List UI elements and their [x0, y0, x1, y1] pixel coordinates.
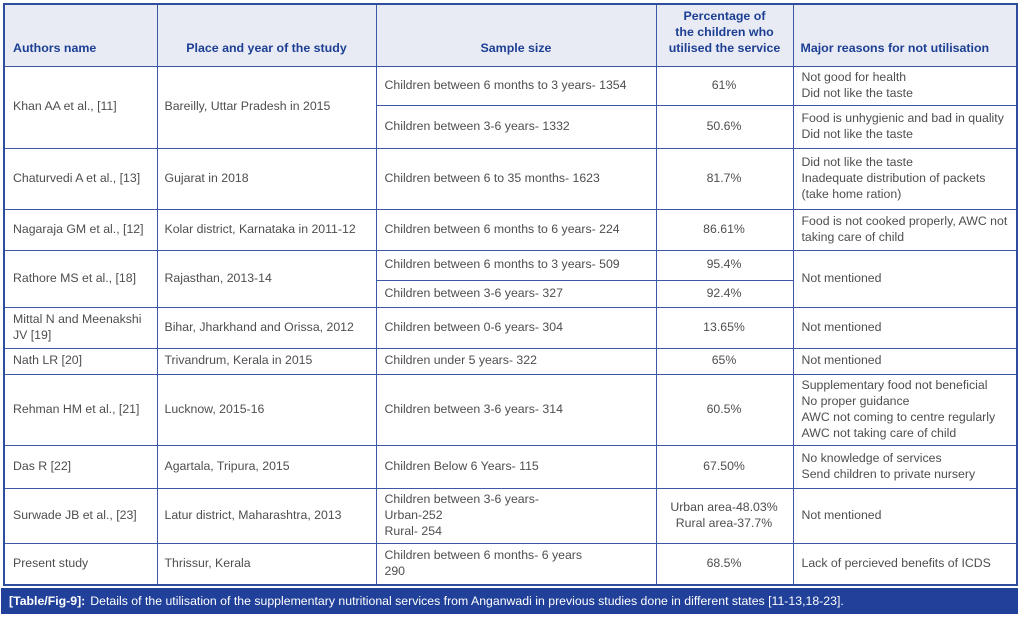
cell-place: Gujarat in 2018	[156, 147, 377, 210]
cell-authors: Khan AA et al., [11]	[3, 65, 158, 149]
table-row: Nagaraja GM et al., [12] Kolar district, …	[3, 208, 1018, 251]
table-row: Chaturvedi A et al., [13] Gujarat in 2018…	[3, 147, 1018, 210]
cell-sample: Children between 3-6 years- Urban-252 Ru…	[375, 487, 657, 544]
cell-place: Bihar, Jharkhand and Orissa, 2012	[156, 306, 377, 349]
cell-percentage: Urban area-48.03% Rural area-37.7%	[655, 487, 794, 544]
column-header-place: Place and year of the study	[156, 3, 377, 67]
cell-sample: Children between 6 months to 3 years- 13…	[375, 65, 657, 106]
cell-percentage: 65%	[655, 347, 794, 375]
cell-place: Bareilly, Uttar Pradesh in 2015	[156, 65, 377, 149]
cell-sample: Children between 3-6 years- 314	[375, 373, 657, 446]
cell-sample: Children between 6 months to 3 years- 50…	[375, 249, 657, 281]
cell-authors: Rehman HM et al., [21]	[3, 373, 158, 446]
cell-place: Lucknow, 2015-16	[156, 373, 377, 446]
cell-place: Thrissur, Kerala	[156, 542, 377, 586]
cell-percentage: 67.50%	[655, 444, 794, 489]
cell-reasons: Lack of percieved benefits of ICDS	[792, 542, 1018, 586]
cell-sample: Children under 5 years- 322	[375, 347, 657, 375]
cell-sample: Children Below 6 Years- 115	[375, 444, 657, 489]
table-row: Mittal N and Meenakshi JV [19] Bihar, Jha…	[3, 306, 1018, 349]
cell-sample: Children between 6 to 35 months- 1623	[375, 147, 657, 210]
cell-reasons: Food is not cooked properly, AWC not tak…	[792, 208, 1018, 251]
cell-reasons: Not good for health Did not like the tas…	[792, 65, 1018, 106]
cell-reasons: No knowledge of services Send children t…	[792, 444, 1018, 489]
caption-label: [Table/Fig-9]:	[9, 594, 86, 608]
cell-reasons: Not mentioned	[792, 249, 1018, 308]
cell-percentage: 92.4%	[655, 279, 794, 308]
table-header: Authors name Place and year of the study S…	[3, 3, 1018, 67]
cell-sample: Children between 6 months- 6 years 290	[375, 542, 657, 586]
column-header-percentage: Percentage of the children who utilised …	[655, 3, 794, 67]
cell-place: Latur district, Maharashtra, 2013	[156, 487, 377, 544]
cell-percentage: 86.61%	[655, 208, 794, 251]
cell-place: Agartala, Tripura, 2015	[156, 444, 377, 489]
cell-reasons: Not mentioned	[792, 487, 1018, 544]
table-row: Das R [22] Agartala, Tripura, 2015 Childre…	[3, 444, 1018, 489]
cell-sample: Children between 0-6 years- 304	[375, 306, 657, 349]
cell-percentage: 68.5%	[655, 542, 794, 586]
cell-reasons: Not mentioned	[792, 347, 1018, 375]
cell-sample: Children between 3-6 years- 327	[375, 279, 657, 308]
cell-reasons: Food is unhygienic and bad in quality Di…	[792, 104, 1018, 149]
cell-authors: Surwade JB et al., [23]	[3, 487, 158, 544]
cell-place: Trivandrum, Kerala in 2015	[156, 347, 377, 375]
cell-percentage: 13.65%	[655, 306, 794, 349]
cell-reasons: Not mentioned	[792, 306, 1018, 349]
table-row: Children between 3-6 years- 1332 50.6% Foo…	[4, 104, 1018, 149]
column-header-authors: Authors name	[3, 3, 158, 67]
cell-percentage: 95.4%	[655, 249, 794, 281]
table-row: Surwade JB et al., [23] Latur district, M…	[3, 487, 1018, 544]
table-row: Rathore MS et al., [18] Rajasthan, 2013-1…	[3, 249, 1018, 308]
cell-percentage: 50.6%	[655, 104, 794, 149]
cell-authors: Rathore MS et al., [18]	[3, 249, 158, 308]
cell-reasons: Supplementary food not beneficial No pro…	[792, 373, 1018, 446]
table-row: Nath LR [20] Trivandrum, Kerala in 2015 Ch…	[3, 347, 1018, 375]
cell-authors: Nath LR [20]	[3, 347, 158, 375]
cell-authors: Mittal N and Meenakshi JV [19]	[3, 306, 158, 349]
studies-table: Authors name Place and year of the study S…	[3, 3, 1018, 587]
table-row: Present study Thrissur, Kerala Children be…	[3, 542, 1018, 586]
cell-percentage: 60.5%	[655, 373, 794, 446]
table-row: Children between 3-6 years- 327 92.4%	[4, 279, 1017, 308]
table-row: Rehman HM et al., [21] Lucknow, 2015-16 Ch…	[3, 373, 1018, 446]
column-header-reasons: Major reasons for not utilisation	[792, 3, 1018, 67]
cell-authors: Das R [22]	[3, 444, 158, 489]
cell-reasons: Did not like the taste Inadequate distri…	[792, 147, 1018, 210]
cell-place: Rajasthan, 2013-14	[156, 249, 377, 308]
table-caption: [Table/Fig-9]: Details of the utilisatio…	[1, 588, 1018, 614]
caption-text: Details of the utilisation of the supple…	[90, 594, 844, 608]
cell-sample: Children between 3-6 years- 1332	[375, 104, 657, 149]
cell-percentage: 81.7%	[655, 147, 794, 210]
cell-authors: Present study	[3, 542, 158, 586]
cell-place: Kolar district, Karnataka in 2011-12	[156, 208, 377, 251]
table-body: Khan AA et al., [11] Bareilly, Uttar Prad…	[3, 65, 1018, 586]
column-header-sample: Sample size	[375, 3, 657, 67]
table-row: Khan AA et al., [11] Bareilly, Uttar Prad…	[3, 65, 1018, 149]
cell-authors: Chaturvedi A et al., [13]	[3, 147, 158, 210]
cell-percentage: 61%	[655, 65, 794, 106]
cell-authors: Nagaraja GM et al., [12]	[3, 208, 158, 251]
cell-sample: Children between 6 months to 6 years- 22…	[375, 208, 657, 251]
